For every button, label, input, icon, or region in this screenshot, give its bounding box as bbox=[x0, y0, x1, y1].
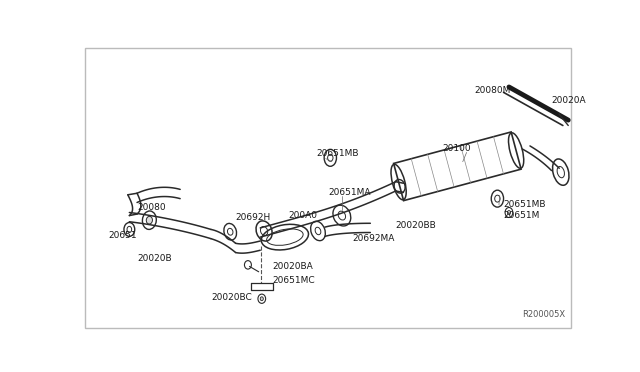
Text: 20651MB: 20651MB bbox=[504, 200, 546, 209]
Text: 20692H: 20692H bbox=[236, 214, 271, 222]
Ellipse shape bbox=[260, 297, 263, 301]
Text: 20651: 20651 bbox=[109, 231, 137, 240]
Text: 20020B: 20020B bbox=[138, 254, 172, 263]
Text: 20080: 20080 bbox=[138, 203, 166, 212]
Text: 20651M: 20651M bbox=[504, 211, 540, 220]
Text: 20020BA: 20020BA bbox=[273, 262, 314, 271]
Text: R200005X: R200005X bbox=[522, 310, 565, 319]
FancyBboxPatch shape bbox=[84, 48, 572, 328]
Text: 20651MB: 20651MB bbox=[316, 150, 359, 158]
Text: 200A0: 200A0 bbox=[288, 211, 317, 220]
Text: 20020BC: 20020BC bbox=[211, 293, 252, 302]
Text: 20651MC: 20651MC bbox=[273, 276, 315, 285]
Text: 20651MA: 20651MA bbox=[328, 188, 371, 197]
Text: 20692MA: 20692MA bbox=[353, 234, 395, 243]
Ellipse shape bbox=[147, 217, 152, 224]
Text: 20020BB: 20020BB bbox=[396, 221, 436, 230]
Text: 20020A: 20020A bbox=[551, 96, 586, 105]
Text: 20080M: 20080M bbox=[474, 86, 511, 95]
Text: 20100: 20100 bbox=[442, 144, 470, 153]
